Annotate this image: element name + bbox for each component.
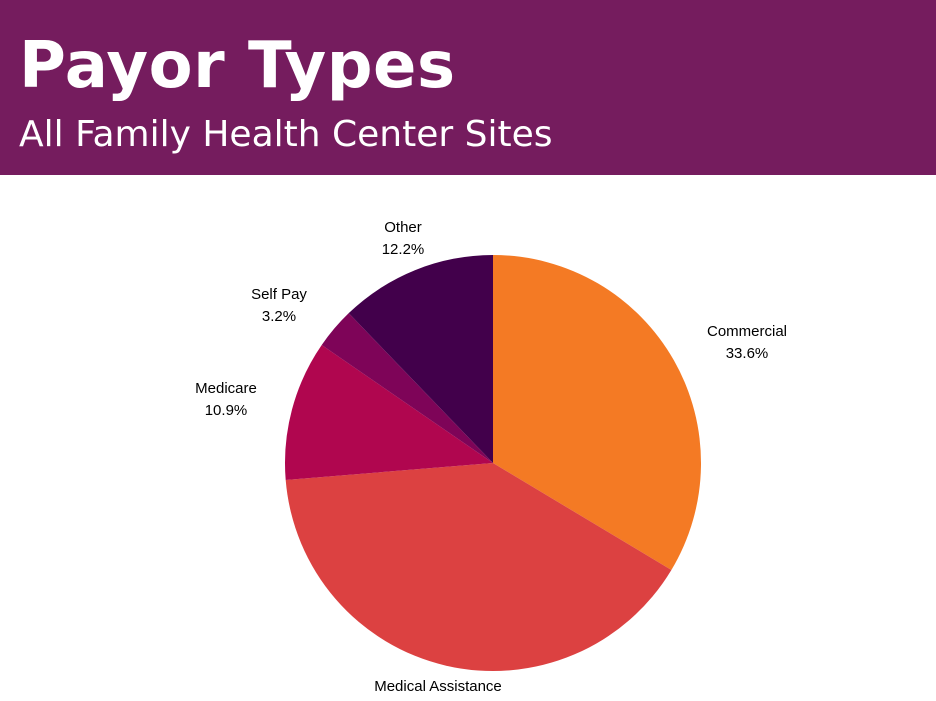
slice-label-commercial-pct: 33.6%: [725, 345, 769, 362]
slice-label-self-pay-name: Self Pay: [251, 286, 307, 303]
slice-label-other-name: Other: [384, 219, 422, 236]
slice-label-medicare-name: Medicare: [195, 380, 257, 397]
pie-slice-medical-assistance: [285, 463, 672, 672]
slice-label-medical-assistance-name: Medical Assistance: [374, 678, 502, 695]
slice-label-commercial-name: Commercial: [706, 323, 787, 340]
page-subtitle: All Family Health Center Sites: [19, 114, 553, 155]
page-title: Payor Types: [19, 29, 456, 103]
slice-label-other: Other 12.2%: [378, 217, 428, 261]
slice-label-medicare-pct: 10.9%: [204, 402, 248, 419]
slice-label-medical-assistance: Medical Assistance: [348, 676, 528, 698]
pie-slice-medicare: [284, 345, 493, 480]
slice-label-medicare: Medicare 10.9%: [194, 378, 258, 422]
slice-label-self-pay: Self Pay 3.2%: [239, 284, 319, 328]
slice-label-other-pct: 12.2%: [381, 241, 425, 258]
slice-label-commercial: Commercial 33.6%: [697, 321, 797, 365]
pie-slice-commercial: [493, 255, 702, 570]
slice-label-self-pay-pct: 3.2%: [261, 308, 297, 325]
pie-slice-self-pay: [321, 313, 493, 463]
pie-slice-other: [348, 255, 493, 463]
title-banner: Payor Types All Family Health Center Sit…: [0, 0, 936, 175]
